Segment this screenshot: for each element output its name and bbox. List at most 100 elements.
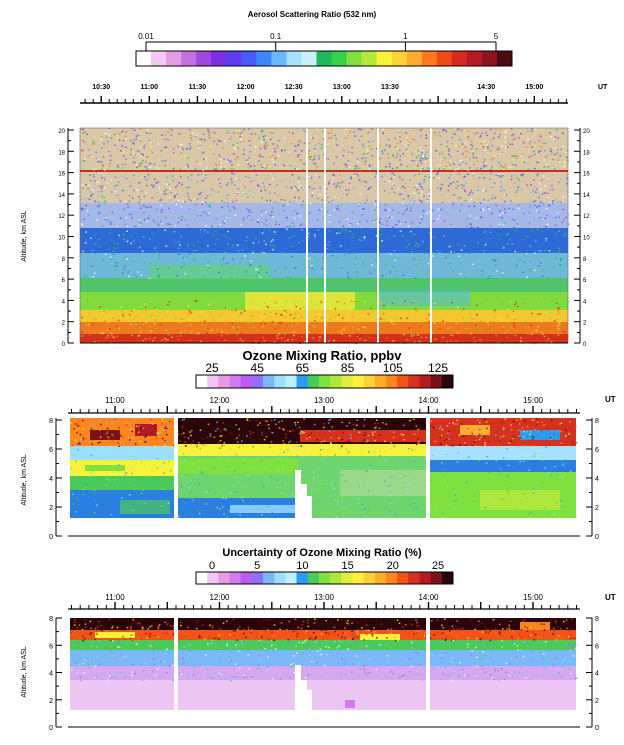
uncertainty-colorbar-tick-labels: 0 5 10 15 20 25 xyxy=(209,560,444,572)
aerosol-time-unit: UT xyxy=(598,84,608,91)
uncertainty-colorbar-tick-label: 5 xyxy=(254,560,260,572)
uncertainty-colorbar-swatch xyxy=(241,572,253,584)
aerosol-time-label: 15:00 xyxy=(525,84,543,91)
uncertainty-y-tick-label-right: 6 xyxy=(595,643,599,650)
aerosol-colorbar-ticks xyxy=(146,42,496,51)
aerosol-time-label: 13:30 xyxy=(381,84,399,91)
uncertainty-colorbar-swatch xyxy=(308,572,320,584)
ozone-time-labels: 11:00 12:00 13:00 14:00 15:00 xyxy=(105,396,543,405)
aerosol-y-tick-label: 10 xyxy=(58,236,65,242)
uncertainty-colorbar-swatch xyxy=(319,572,331,584)
uncertainty-colorbar-swatch xyxy=(218,572,230,584)
ozone-colorbar xyxy=(196,375,453,388)
ozone-colorbar-tick-label: 65 xyxy=(296,361,310,375)
aerosol-colorbar-swatch xyxy=(241,51,256,66)
ozone-time-label: 15:00 xyxy=(523,396,544,405)
uncertainty-time-label: 15:00 xyxy=(523,593,544,602)
aerosol-y-tick-label-right: 20 xyxy=(583,129,590,135)
uncertainty-colorbar-swatch xyxy=(230,572,242,584)
ozone-y-tick-label-right: 0 xyxy=(595,534,599,541)
aerosol-y-tick-label: 6 xyxy=(62,278,66,284)
ozone-panel: Ozone Mixing Ratio, ppbv 25 45 65 85 105 125 … xyxy=(21,348,616,541)
aerosol-colorbar-swatch xyxy=(166,51,181,66)
aerosol-time-label: 11:00 xyxy=(141,84,159,91)
uncertainty-time-unit: UT xyxy=(605,593,616,602)
aerosol-y-tick-label-right: 6 xyxy=(583,278,587,284)
ozone-time-label: 13:00 xyxy=(314,396,335,405)
ozone-y-tick-label-right: 2 xyxy=(595,505,599,512)
uncertainty-colorbar-tick-label: 0 xyxy=(209,560,215,572)
ozone-y-tick-label: 4 xyxy=(49,476,53,483)
ozone-y-tick-label: 6 xyxy=(49,447,53,454)
uncertainty-time-label: 12:00 xyxy=(209,593,230,602)
aerosol-y-tick-label-right: 4 xyxy=(583,299,587,305)
uncertainty-time-ticks xyxy=(72,602,577,609)
uncertainty-time-label: 11:00 xyxy=(105,593,125,602)
aerosol-colorbar-swatch xyxy=(136,51,151,66)
ozone-time-label: 11:00 xyxy=(105,396,125,405)
aerosol-colorbar-swatch xyxy=(286,51,301,66)
aerosol-colorbar-swatch xyxy=(196,51,211,66)
ozone-time-ticks xyxy=(72,406,577,413)
aerosol-title: Aerosol Scattering Ratio (532 nm) xyxy=(248,10,377,19)
aerosol-y-tick-label: 20 xyxy=(58,129,65,135)
aerosol-colorbar-swatch xyxy=(301,51,316,66)
uncertainty-panel: Uncertainty of Ozone Mixing Ratio (%) 0 5… xyxy=(21,547,616,732)
aerosol-colorbar-swatch xyxy=(422,51,437,66)
aerosol-colorbar-swatch xyxy=(392,51,407,66)
uncertainty-y-tick-label-right: 2 xyxy=(595,698,599,705)
aerosol-colorbar-tick-label: 0.01 xyxy=(138,32,154,41)
aerosol-y-tick-label-right: 12 xyxy=(583,214,590,220)
ozone-y-tick-label: 0 xyxy=(49,534,53,541)
ozone-colorbar-swatch xyxy=(252,375,264,388)
uncertainty-title: Uncertainty of Ozone Mixing Ratio (%) xyxy=(222,547,422,559)
aerosol-y-label: Altitude, km ASL xyxy=(21,210,28,261)
uncertainty-y-tick-label: 8 xyxy=(49,616,53,623)
ozone-colorbar-swatch xyxy=(397,375,409,388)
aerosol-y-tick-label: 16 xyxy=(58,172,65,178)
aerosol-colorbar-tick-label: 0.1 xyxy=(270,32,282,41)
aerosol-time-ticks xyxy=(85,96,566,103)
aerosol-colorbar-swatch xyxy=(497,51,512,66)
uncertainty-colorbar-swatch xyxy=(386,572,398,584)
aerosol-panel: Aerosol Scattering Ratio (532 nm) 0.01 0.… xyxy=(21,10,608,348)
uncertainty-colorbar xyxy=(196,572,453,584)
uncertainty-colorbar-swatch xyxy=(352,572,364,584)
ozone-y-tick-label: 2 xyxy=(49,505,53,512)
uncertainty-time-labels: 11:00 12:00 13:00 14:00 15:00 xyxy=(105,593,543,602)
uncertainty-time-label: 13:00 xyxy=(314,593,335,602)
aerosol-y-tick-label: 4 xyxy=(62,299,66,305)
uncertainty-plot xyxy=(70,612,578,712)
aerosol-colorbar-swatch xyxy=(452,51,467,66)
aerosol-y-tick-label-right: 10 xyxy=(583,236,590,242)
uncertainty-time-label: 14:00 xyxy=(418,593,439,602)
aerosol-colorbar-swatch xyxy=(316,51,331,66)
ozone-colorbar-swatch xyxy=(330,375,342,388)
ozone-colorbar-tick-label: 105 xyxy=(383,361,403,375)
ozone-colorbar-swatch xyxy=(419,375,431,388)
aerosol-colorbar-swatch xyxy=(467,51,482,66)
aerosol-y-tick-label: 18 xyxy=(58,150,65,156)
aerosol-time-label: 14:30 xyxy=(477,84,495,91)
ozone-colorbar-tick-labels: 25 45 65 85 105 125 xyxy=(205,361,448,375)
aerosol-colorbar-swatch xyxy=(362,51,377,66)
ozone-colorbar-swatch xyxy=(308,375,320,388)
aerosol-colorbar-swatch xyxy=(437,51,452,66)
ozone-colorbar-tick-label: 45 xyxy=(251,361,265,375)
ozone-colorbar-swatch xyxy=(431,375,443,388)
ozone-colorbar-swatch xyxy=(297,375,309,388)
aerosol-time-label: 13:00 xyxy=(333,84,351,91)
ozone-colorbar-swatch xyxy=(274,375,286,388)
aerosol-y-tick-label-right: 8 xyxy=(583,257,587,263)
aerosol-time-labels: 10:30 11:00 11:30 12:00 12:30 13:00 13:30 14:30… xyxy=(92,84,543,91)
uncertainty-y-label: Altitude, km ASL xyxy=(21,646,28,697)
uncertainty-colorbar-swatch xyxy=(408,572,420,584)
aerosol-colorbar-swatch xyxy=(151,51,166,66)
uncertainty-colorbar-swatch xyxy=(207,572,219,584)
ozone-colorbar-swatch xyxy=(241,375,253,388)
aerosol-time-label: 12:00 xyxy=(237,84,255,91)
aerosol-time-label: 12:30 xyxy=(285,84,303,91)
uncertainty-colorbar-tick-label: 20 xyxy=(387,560,399,572)
aerosol-colorbar-swatch xyxy=(377,51,392,66)
